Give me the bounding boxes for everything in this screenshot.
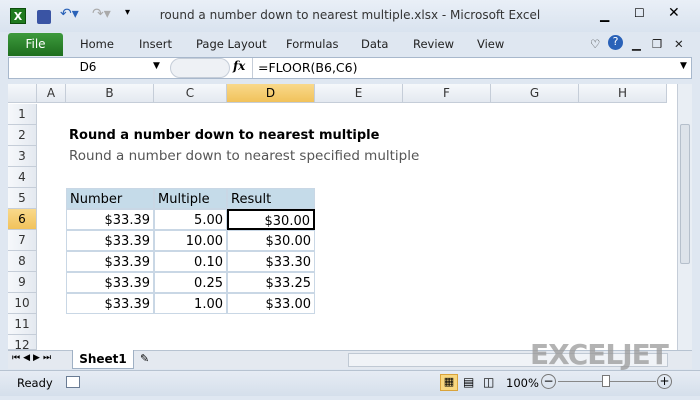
sheet-tab-sheet1[interactable]: Sheet1 — [72, 350, 134, 369]
row-header-2[interactable]: 2 — [8, 125, 37, 146]
table-cell[interactable]: $33.30 — [227, 251, 315, 272]
select-all-button[interactable] — [8, 84, 37, 103]
table-header[interactable]: Number — [66, 188, 154, 209]
table-cell[interactable]: $33.39 — [66, 272, 154, 293]
row-header-10[interactable]: 10 — [8, 293, 37, 314]
row-header-3[interactable]: 3 — [8, 146, 37, 167]
name-box[interactable]: D6 — [79, 60, 97, 74]
name-box-dropdown-icon[interactable]: ▼ — [153, 61, 160, 71]
window-title: round a number down to nearest multiple.… — [159, 8, 541, 22]
row-header-12[interactable]: 12 — [8, 335, 37, 352]
table-header[interactable]: Result — [227, 188, 315, 209]
table-cell[interactable]: $30.00 — [227, 230, 315, 251]
table-cell[interactable]: 10.00 — [154, 230, 227, 251]
formula-bar-splitter[interactable] — [170, 58, 230, 78]
tab-view[interactable]: View — [477, 37, 505, 51]
insert-sheet-icon[interactable]: ✎ — [140, 352, 150, 365]
column-header-G[interactable]: G — [491, 84, 579, 103]
customize-toolbar-icon[interactable]: ▾ — [125, 7, 131, 18]
workbook-minimize-icon[interactable]: ▁ — [632, 37, 641, 51]
save-icon[interactable] — [37, 10, 51, 24]
column-header-A[interactable]: A — [37, 84, 66, 103]
formula-input[interactable]: =FLOOR(B6,C6) — [258, 60, 358, 75]
table-cell[interactable]: $33.00 — [227, 293, 315, 314]
table-cell[interactable]: $33.39 — [66, 230, 154, 251]
sheet-tab-bar: ⏮◀▶⏭ Sheet1 ✎ — [8, 350, 692, 369]
zoom-level[interactable]: 100% — [506, 376, 539, 390]
workbook-close-icon[interactable]: ✕ — [674, 37, 684, 51]
workbook-restore-icon[interactable]: ❐ — [652, 37, 663, 51]
status-ready: Ready — [17, 376, 53, 390]
table-cell[interactable]: $33.39 — [66, 293, 154, 314]
redo-icon[interactable]: ↷▾ — [92, 6, 111, 22]
table-cell[interactable]: 5.00 — [154, 209, 227, 230]
table-cell[interactable]: $33.39 — [66, 251, 154, 272]
row-header-8[interactable]: 8 — [8, 251, 37, 272]
zoom-out-button[interactable]: − — [541, 374, 556, 389]
sheet-subtitle[interactable]: Round a number down to nearest specified… — [69, 148, 420, 164]
table-cell[interactable]: $33.39 — [66, 209, 154, 230]
excel-logo-icon: X — [10, 8, 26, 24]
undo-icon[interactable]: ↶▾ — [60, 6, 79, 22]
page-layout-view-icon[interactable]: ▤ — [463, 375, 475, 389]
macro-record-icon[interactable] — [66, 376, 80, 388]
row-header-5[interactable]: 5 — [8, 188, 37, 209]
sheet-title[interactable]: Round a number down to nearest multiple — [69, 128, 380, 143]
tab-formulas[interactable]: Formulas — [286, 37, 339, 51]
ribbon-collapse-icon[interactable]: ♡ — [590, 37, 601, 51]
exceljet-watermark: EXCELJET — [530, 338, 669, 371]
active-cell-D6[interactable]: $30.00 — [227, 209, 315, 230]
worksheet-grid[interactable] — [8, 84, 677, 350]
ribbon-tabs: Home Insert Page Layout Formulas Data Re… — [0, 32, 700, 56]
tab-review[interactable]: Review — [413, 37, 455, 51]
table-header[interactable]: Multiple — [154, 188, 227, 209]
zoom-slider-thumb[interactable] — [602, 375, 610, 387]
page-break-view-icon[interactable]: ◫ — [483, 375, 495, 389]
scroll-thumb[interactable] — [680, 124, 690, 264]
title-bar: X ↶▾ ↷▾ ▾ round a number down to nearest… — [0, 0, 700, 32]
table-cell[interactable]: $33.25 — [227, 272, 315, 293]
column-header-B[interactable]: B — [66, 84, 154, 103]
row-header-1[interactable]: 1 — [8, 104, 37, 125]
table-cell[interactable]: 0.25 — [154, 272, 227, 293]
column-header-H[interactable]: H — [579, 84, 667, 103]
table-cell[interactable]: 1.00 — [154, 293, 227, 314]
close-button[interactable]: ✕ — [668, 5, 680, 21]
row-header-6[interactable]: 6 — [8, 209, 37, 230]
tab-home[interactable]: Home — [80, 37, 114, 51]
row-header-11[interactable]: 11 — [8, 314, 37, 335]
expand-formula-bar-icon[interactable]: ▼ — [680, 61, 687, 71]
row-header-7[interactable]: 7 — [8, 230, 37, 251]
vertical-scrollbar[interactable] — [677, 84, 692, 350]
status-bar: Ready ▦ ▤ ◫ 100% − + — [0, 370, 700, 396]
zoom-in-button[interactable]: + — [657, 374, 672, 389]
sheet-nav-icons[interactable]: ⏮◀▶⏭ — [12, 353, 55, 363]
row-header-9[interactable]: 9 — [8, 272, 37, 293]
file-tab[interactable]: File — [8, 33, 63, 56]
insert-function-icon[interactable]: fx — [233, 59, 246, 73]
tab-data[interactable]: Data — [361, 37, 389, 51]
normal-view-icon[interactable]: ▦ — [440, 374, 458, 391]
tab-page-layout[interactable]: Page Layout — [196, 37, 267, 51]
help-icon[interactable]: ? — [608, 35, 623, 50]
minimize-button[interactable]: ▁ — [600, 8, 610, 22]
divider — [252, 58, 253, 78]
column-header-D[interactable]: D — [227, 84, 315, 103]
column-header-E[interactable]: E — [315, 84, 403, 103]
column-header-C[interactable]: C — [154, 84, 227, 103]
column-header-F[interactable]: F — [403, 84, 491, 103]
horizontal-scrollbar[interactable] — [348, 353, 668, 367]
table-cell[interactable]: 0.10 — [154, 251, 227, 272]
row-header-4[interactable]: 4 — [8, 167, 37, 188]
maximize-button[interactable]: ☐ — [634, 6, 645, 20]
tab-insert[interactable]: Insert — [139, 37, 172, 51]
